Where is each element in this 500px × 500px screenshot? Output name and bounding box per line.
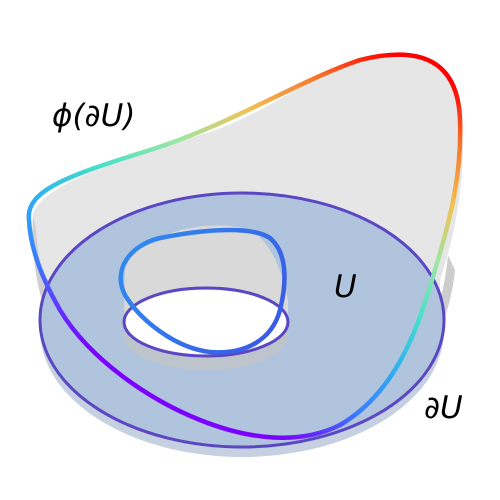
hole-wall (124, 225, 288, 322)
phi-inner-curve (118, 227, 287, 355)
hole-inner-shadow (124, 322, 288, 370)
label-boundary: ∂U (424, 390, 463, 426)
label-domain: U (334, 269, 357, 305)
boundary-inner-ellipse (122, 286, 290, 358)
phi-outer-curve (26, 52, 463, 440)
label-phi-boundary: ϕ(∂U) (52, 98, 135, 134)
boundary-outer-ellipse (38, 191, 446, 449)
